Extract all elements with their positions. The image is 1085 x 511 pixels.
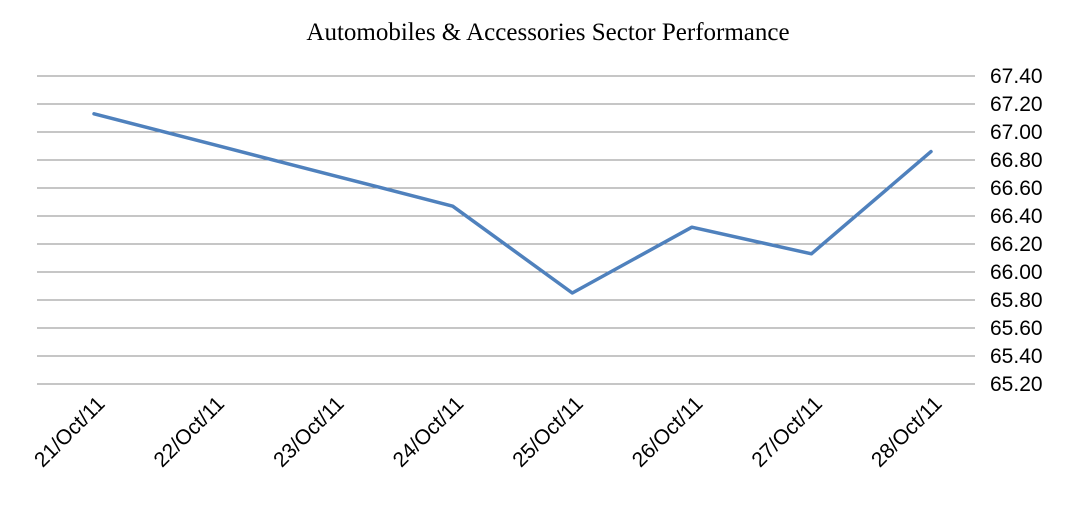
y-axis-ticks: 65.20 65.40 65.60 65.80 66.00 66.20 66.40 66.60… [990, 65, 1043, 396]
x-tick-label: 22/Oct/11 [150, 392, 230, 472]
x-tick-label: 24/Oct/11 [389, 392, 469, 472]
x-axis-ticks: 21/Oct/11 22/Oct/11 23/Oct/11 24/Oct/11 25/O… [30, 392, 947, 472]
y-tick-label: 65.40 [990, 345, 1043, 368]
x-tick-label: 23/Oct/11 [269, 392, 349, 472]
x-tick-label: 27/Oct/11 [747, 392, 827, 472]
y-tick-label: 66.00 [990, 261, 1043, 284]
grid-lines [37, 75, 975, 385]
y-tick-label: 67.20 [990, 93, 1043, 116]
chart-title: Automobiles & Accessories Sector Perform… [306, 19, 789, 46]
y-tick-label: 66.60 [990, 177, 1043, 200]
x-tick-label: 21/Oct/11 [30, 392, 110, 472]
y-tick-label: 66.40 [990, 205, 1043, 228]
y-tick-label: 67.40 [990, 65, 1043, 88]
y-tick-label: 65.60 [990, 317, 1043, 340]
y-tick-label: 67.00 [990, 121, 1043, 144]
y-tick-label: 65.80 [990, 289, 1043, 312]
series-layer [92, 112, 933, 295]
x-tick-label: 26/Oct/11 [628, 392, 708, 472]
x-tick-label: 25/Oct/11 [508, 392, 588, 472]
y-tick-label: 65.20 [990, 373, 1043, 396]
y-tick-label: 66.20 [990, 233, 1043, 256]
x-tick-label: 28/Oct/11 [867, 392, 947, 472]
series-line [92, 112, 933, 295]
y-tick-label: 66.80 [990, 149, 1043, 172]
